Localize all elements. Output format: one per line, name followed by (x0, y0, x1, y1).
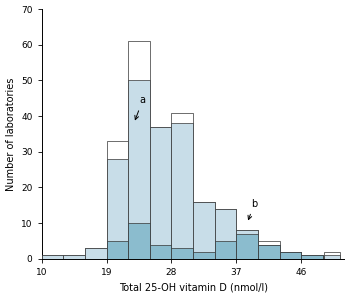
Bar (215, 241, 236, 259)
Bar (128, 41, 150, 259)
Bar (301, 255, 323, 259)
Bar (280, 252, 301, 259)
Bar (106, 159, 128, 259)
Bar (193, 202, 215, 259)
Bar (106, 141, 128, 259)
Bar (324, 255, 340, 259)
Text: a: a (135, 95, 146, 119)
X-axis label: Total 25-OH vitamin D (nmol/l): Total 25-OH vitamin D (nmol/l) (119, 283, 267, 292)
Bar (280, 252, 301, 259)
Bar (42, 255, 63, 259)
Text: b: b (248, 199, 258, 220)
Bar (193, 202, 215, 259)
Y-axis label: Number of laboratories: Number of laboratories (6, 77, 15, 191)
Bar (236, 234, 258, 259)
Bar (150, 127, 171, 259)
Bar (42, 255, 63, 259)
Bar (215, 209, 236, 259)
Bar (258, 241, 280, 259)
Bar (85, 248, 106, 259)
Bar (150, 245, 171, 259)
Bar (128, 223, 150, 259)
Bar (193, 252, 215, 259)
Bar (301, 255, 323, 259)
Bar (172, 123, 193, 259)
Bar (63, 255, 85, 259)
Bar (172, 113, 193, 259)
Bar (215, 209, 236, 259)
Bar (85, 248, 106, 259)
Bar (106, 241, 128, 259)
Bar (172, 248, 193, 259)
Bar (258, 245, 280, 259)
Bar (63, 255, 85, 259)
Bar (150, 127, 171, 259)
Bar (128, 80, 150, 259)
Bar (301, 255, 323, 259)
Bar (280, 252, 301, 259)
Bar (258, 245, 280, 259)
Bar (236, 230, 258, 259)
Bar (236, 230, 258, 259)
Bar (324, 252, 340, 259)
